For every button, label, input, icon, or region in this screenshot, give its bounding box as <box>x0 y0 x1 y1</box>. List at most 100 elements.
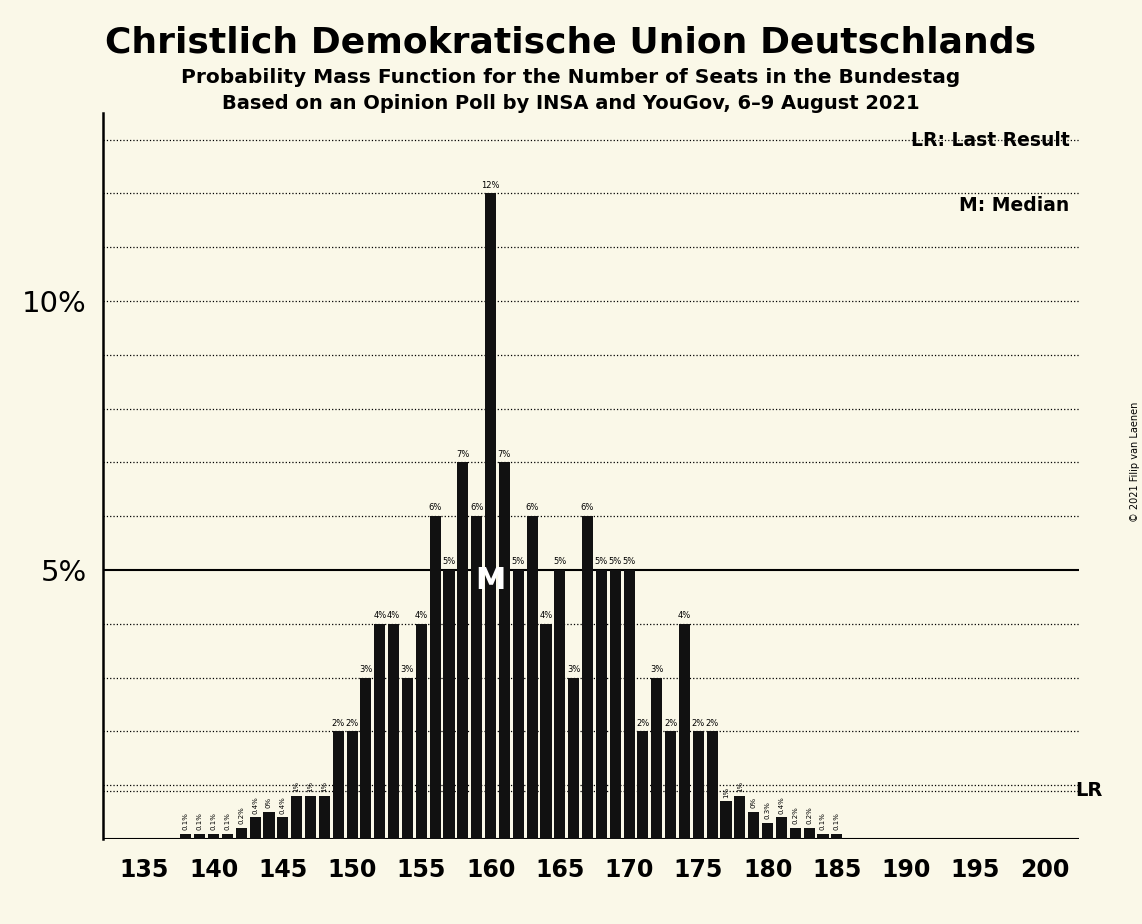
Text: 6%: 6% <box>525 504 539 513</box>
Text: 4%: 4% <box>373 611 386 620</box>
Text: 3%: 3% <box>650 665 664 674</box>
Bar <box>388 624 400 839</box>
Bar <box>651 677 662 839</box>
Text: 3%: 3% <box>401 665 415 674</box>
Bar <box>443 570 455 839</box>
Bar <box>693 732 703 839</box>
Bar <box>361 677 371 839</box>
Text: 0.4%: 0.4% <box>252 796 258 814</box>
Text: 5%: 5% <box>622 557 636 566</box>
Bar <box>707 732 717 839</box>
Text: 1%: 1% <box>737 781 742 792</box>
Text: 2%: 2% <box>636 719 650 727</box>
Bar <box>762 823 773 839</box>
Bar <box>457 462 468 839</box>
Bar <box>375 624 385 839</box>
Bar <box>679 624 690 839</box>
Text: 2%: 2% <box>345 719 359 727</box>
Text: 0.3%: 0.3% <box>765 801 771 819</box>
Text: Christlich Demokratische Union Deutschlands: Christlich Demokratische Union Deutschla… <box>105 26 1037 60</box>
Text: 3%: 3% <box>566 665 580 674</box>
Bar <box>748 812 759 839</box>
Bar <box>637 732 649 839</box>
Text: 0.2%: 0.2% <box>806 807 812 824</box>
Text: LR: Last Result: LR: Last Result <box>910 131 1069 150</box>
Bar <box>402 677 413 839</box>
Bar <box>250 818 260 839</box>
Text: 0.1%: 0.1% <box>196 812 203 830</box>
Text: 4%: 4% <box>415 611 428 620</box>
Bar <box>319 796 330 839</box>
Bar <box>332 732 344 839</box>
Text: 3%: 3% <box>360 665 372 674</box>
Bar <box>775 818 787 839</box>
Bar <box>472 517 482 839</box>
Text: 5%: 5% <box>609 557 622 566</box>
Bar <box>499 462 510 839</box>
Text: M: Median: M: Median <box>959 196 1069 215</box>
Bar <box>222 833 233 839</box>
Text: 0.2%: 0.2% <box>793 807 798 824</box>
Text: 1%: 1% <box>307 781 314 792</box>
Text: 0.1%: 0.1% <box>834 812 839 830</box>
Bar <box>485 193 496 839</box>
Text: M: M <box>475 566 506 595</box>
Text: © 2021 Filip van Laenen: © 2021 Filip van Laenen <box>1131 402 1140 522</box>
Text: 4%: 4% <box>678 611 691 620</box>
Text: 0.1%: 0.1% <box>183 812 188 830</box>
Bar <box>831 833 843 839</box>
Bar <box>568 677 579 839</box>
Bar <box>804 828 814 839</box>
Bar <box>790 828 801 839</box>
Bar <box>291 796 303 839</box>
Text: 0%: 0% <box>750 797 757 808</box>
Bar <box>264 812 274 839</box>
Text: 6%: 6% <box>471 504 483 513</box>
Bar <box>180 833 192 839</box>
Bar <box>610 570 621 839</box>
Bar <box>208 833 219 839</box>
Text: 5%: 5% <box>512 557 525 566</box>
Text: 2%: 2% <box>331 719 345 727</box>
Text: 0.1%: 0.1% <box>225 812 231 830</box>
Text: 2%: 2% <box>692 719 705 727</box>
Text: 4%: 4% <box>539 611 553 620</box>
Text: 0%: 0% <box>266 797 272 808</box>
Bar <box>194 833 206 839</box>
Bar <box>554 570 565 839</box>
Bar <box>818 833 828 839</box>
Text: 0.1%: 0.1% <box>820 812 826 830</box>
Bar <box>540 624 552 839</box>
Bar <box>346 732 357 839</box>
Bar <box>429 517 441 839</box>
Bar <box>305 796 316 839</box>
Text: 1%: 1% <box>293 781 299 792</box>
Text: 1%: 1% <box>321 781 328 792</box>
Bar <box>596 570 606 839</box>
Text: 5%: 5% <box>442 557 456 566</box>
Bar <box>721 801 732 839</box>
Text: 7%: 7% <box>456 450 469 458</box>
Bar <box>235 828 247 839</box>
Text: 5%: 5% <box>553 557 566 566</box>
Text: 2%: 2% <box>664 719 677 727</box>
Text: Based on an Opinion Poll by INSA and YouGov, 6–9 August 2021: Based on an Opinion Poll by INSA and You… <box>223 94 919 114</box>
Text: 0.4%: 0.4% <box>280 796 286 814</box>
Text: 12%: 12% <box>481 181 500 189</box>
Bar <box>582 517 593 839</box>
Text: 0.4%: 0.4% <box>779 796 785 814</box>
Text: 6%: 6% <box>428 504 442 513</box>
Bar <box>278 818 289 839</box>
Text: Probability Mass Function for the Number of Seats in the Bundestag: Probability Mass Function for the Number… <box>182 68 960 88</box>
Text: 0.2%: 0.2% <box>239 807 244 824</box>
Text: 5%: 5% <box>595 557 608 566</box>
Bar <box>734 796 746 839</box>
Text: 1%: 1% <box>723 786 729 797</box>
Text: 7%: 7% <box>498 450 512 458</box>
Bar <box>416 624 427 839</box>
Bar <box>526 517 538 839</box>
Text: 4%: 4% <box>387 611 400 620</box>
Bar <box>513 570 524 839</box>
Bar <box>624 570 635 839</box>
Text: 2%: 2% <box>706 719 718 727</box>
